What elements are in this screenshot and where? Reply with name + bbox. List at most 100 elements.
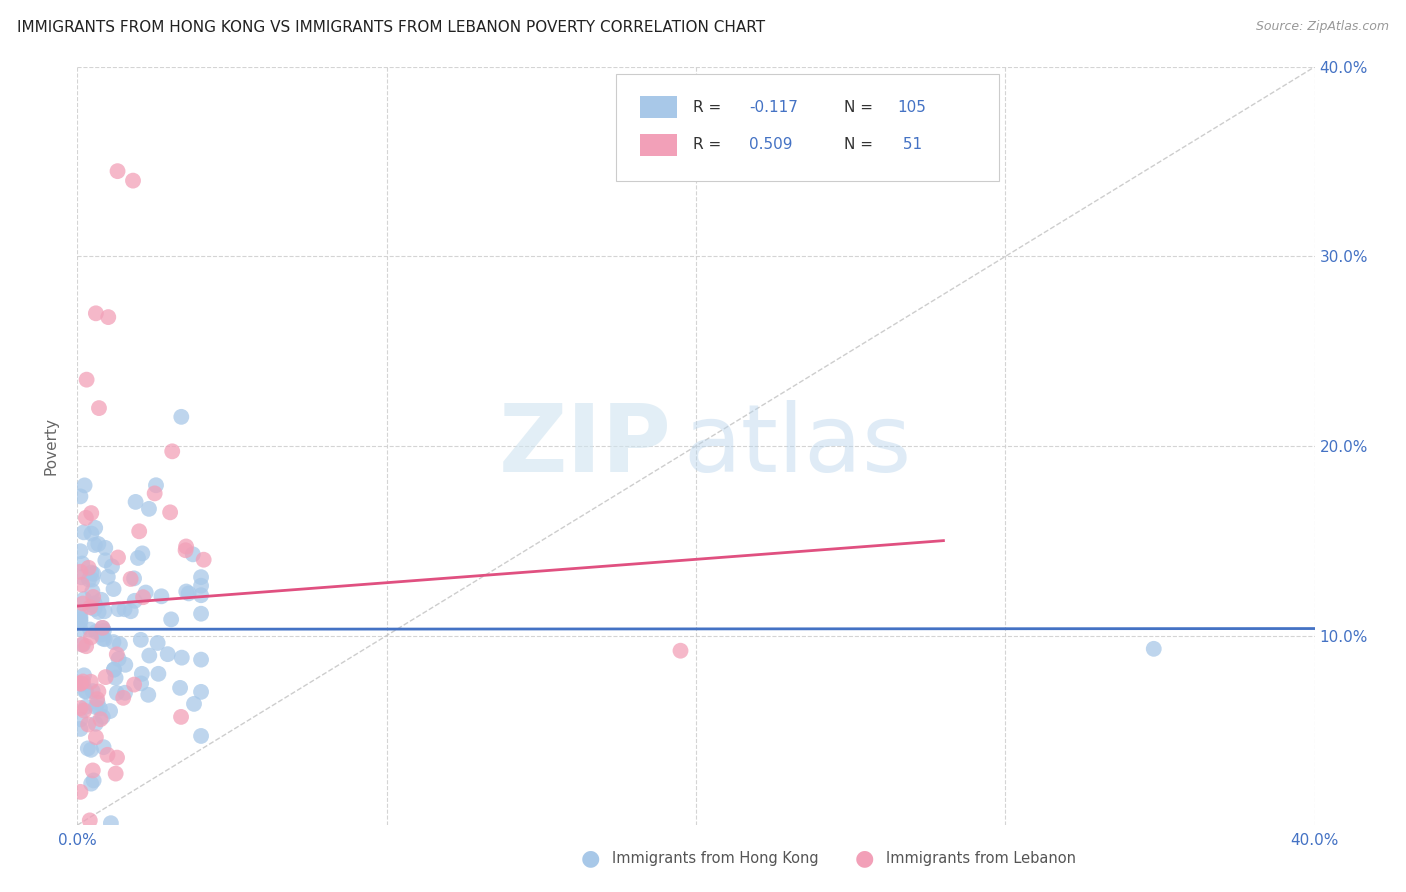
Point — [94, 553, 117, 567]
Text: 0.509: 0.509 — [749, 137, 793, 153]
Point — [127, 551, 149, 566]
Point — [131, 546, 153, 560]
Point — [93, 604, 115, 618]
Point — [76, 373, 98, 387]
Point — [190, 570, 212, 584]
Text: N =: N = — [845, 137, 879, 153]
Point — [69, 605, 91, 619]
Point — [79, 600, 101, 615]
Text: ●: ● — [855, 848, 875, 868]
Point — [73, 668, 96, 682]
Point — [103, 663, 125, 677]
Point — [128, 524, 150, 539]
Point — [80, 743, 103, 757]
Point — [69, 615, 91, 629]
Text: Source: ZipAtlas.com: Source: ZipAtlas.com — [1256, 20, 1389, 33]
Point — [170, 710, 193, 724]
Point — [143, 486, 166, 500]
Point — [122, 173, 145, 188]
Point — [90, 628, 112, 642]
Point — [114, 686, 136, 700]
Text: Immigrants from Hong Kong: Immigrants from Hong Kong — [612, 851, 818, 865]
Point — [82, 573, 104, 587]
Point — [69, 544, 91, 558]
Point — [98, 704, 121, 718]
Point — [122, 571, 145, 585]
Point — [193, 552, 215, 566]
Point — [112, 690, 135, 705]
Point — [129, 676, 152, 690]
Point — [93, 624, 115, 638]
Point — [69, 612, 91, 626]
Point — [120, 604, 142, 618]
Point — [100, 816, 122, 830]
Point — [148, 666, 170, 681]
Point — [83, 602, 105, 616]
Point — [135, 585, 157, 599]
Point — [170, 409, 193, 424]
Point — [73, 684, 96, 698]
Point — [159, 505, 181, 519]
Point — [83, 773, 105, 788]
Point — [129, 632, 152, 647]
Point — [75, 639, 97, 653]
Point — [72, 677, 94, 691]
Point — [131, 666, 153, 681]
Text: -0.117: -0.117 — [749, 100, 799, 114]
Point — [90, 592, 112, 607]
Point — [174, 543, 197, 558]
Point — [76, 741, 98, 756]
Text: Immigrants from Lebanon: Immigrants from Lebanon — [886, 851, 1076, 865]
Point — [105, 750, 128, 764]
Point — [72, 638, 94, 652]
Point — [69, 565, 91, 579]
Point — [104, 671, 127, 685]
Point — [181, 547, 204, 561]
Point — [70, 578, 93, 592]
Point — [156, 647, 179, 661]
Text: 51: 51 — [897, 137, 922, 153]
Point — [79, 623, 101, 637]
Point — [70, 637, 93, 651]
Point — [84, 521, 107, 535]
Point — [86, 692, 108, 706]
Point — [190, 652, 212, 666]
Point — [79, 814, 101, 828]
Point — [114, 602, 136, 616]
Point — [87, 684, 110, 698]
Point — [82, 764, 104, 778]
Point — [91, 621, 114, 635]
Point — [103, 582, 125, 596]
Text: R =: R = — [693, 137, 727, 153]
Point — [86, 696, 108, 710]
Text: N =: N = — [845, 100, 879, 114]
Point — [73, 478, 96, 492]
FancyBboxPatch shape — [640, 95, 678, 119]
Point — [122, 677, 145, 691]
Point — [107, 164, 129, 178]
Point — [80, 674, 103, 689]
Point — [69, 622, 91, 636]
Point — [107, 550, 129, 565]
Point — [69, 701, 91, 715]
Point — [77, 573, 100, 587]
Point — [80, 526, 103, 541]
Point — [72, 597, 94, 611]
Point — [93, 740, 115, 755]
Point — [107, 602, 129, 616]
Point — [69, 609, 91, 624]
Point — [82, 599, 104, 613]
Point — [91, 710, 114, 724]
FancyBboxPatch shape — [640, 134, 678, 156]
Point — [105, 686, 128, 700]
Point — [69, 722, 91, 736]
Point — [108, 637, 131, 651]
Point — [170, 650, 193, 665]
Point — [87, 537, 110, 551]
Point — [146, 636, 169, 650]
Point — [190, 579, 212, 593]
Text: ZIP: ZIP — [498, 400, 671, 492]
Point — [183, 697, 205, 711]
Point — [73, 592, 96, 607]
Point — [72, 674, 94, 689]
